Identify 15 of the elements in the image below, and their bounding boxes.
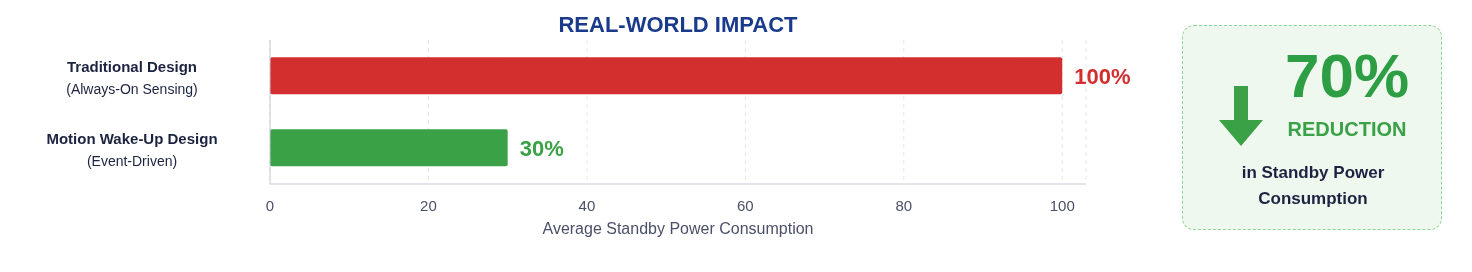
chart-title: REAL-WORLD IMPACT	[557, 12, 799, 38]
x-tick-label: 100	[1049, 196, 1075, 214]
text: 70%	[1283, 40, 1411, 112]
x-axis-title: Average Standby Power Consumption	[542, 220, 814, 237]
data-label: 30%	[519, 135, 564, 161]
y-tick-label: Motion Wake-Up Design (Event-Driven)	[46, 130, 218, 169]
x-tick-label: 0	[265, 196, 275, 214]
x-tick-label: 20	[420, 196, 437, 214]
text: REDUCTION	[1286, 118, 1408, 141]
x-tick-label: 40	[578, 196, 596, 214]
x-tick-label: 60	[737, 196, 754, 214]
text: in Standby Power Consumption	[1240, 162, 1386, 210]
y-tick-label: Traditional Design (Always-On Sensing)	[66, 58, 198, 97]
data-label: 100%	[1074, 63, 1131, 89]
x-tick-label: 80	[895, 196, 913, 214]
